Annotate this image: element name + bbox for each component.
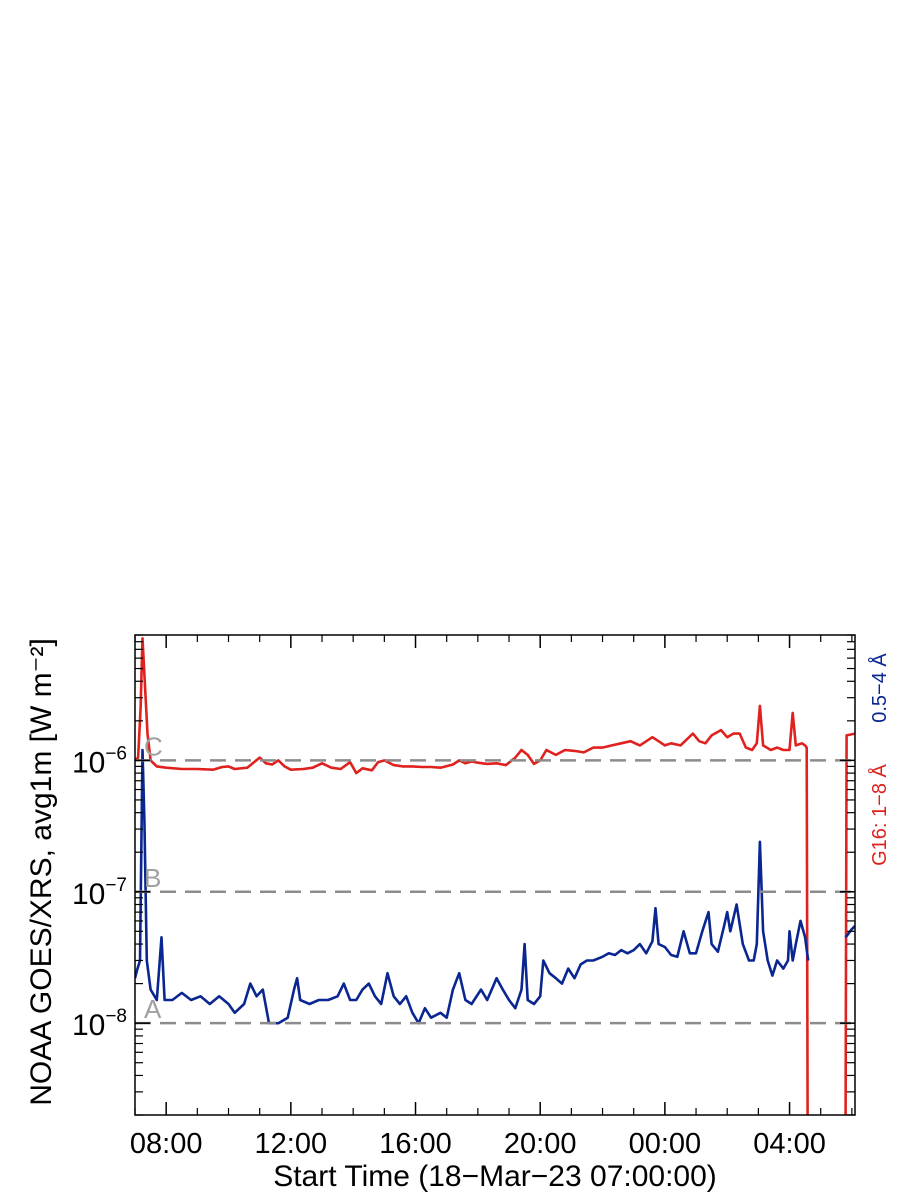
- y-tick-label: 10−7: [72, 875, 127, 911]
- x-tick-label-12:00: 12:00: [255, 1128, 328, 1160]
- legend-entry-g16-1-8: G16: 1−8 Å: [868, 763, 891, 865]
- flare-level-label-b: B: [144, 863, 161, 893]
- x-tick-label-00:00: 00:00: [629, 1128, 702, 1160]
- x-axis-label: Start Time (18−Mar−23 07:00:00): [273, 1160, 717, 1193]
- series-line-2: [135, 748, 810, 1025]
- x-tick-label-16:00: 16:00: [379, 1128, 452, 1160]
- axis-layer: 08:00 12:00 16:00 20:00 00:00 04:0010−810−710…: [72, 634, 856, 1160]
- flare-level-label-c: C: [144, 731, 163, 761]
- y-tick-label-base: 10: [72, 1009, 105, 1042]
- y-tick-label-base: 10: [72, 746, 105, 779]
- y-tick-label-exponent: −6: [105, 743, 127, 764]
- flare-level-label-a: A: [144, 994, 162, 1024]
- y-tick-label-exponent: −8: [105, 1006, 127, 1027]
- x-tick-label-08:00: 08:00: [130, 1128, 203, 1160]
- y-tick-label: 10−8: [72, 1006, 127, 1042]
- y-tick-label-base: 10: [72, 878, 105, 911]
- y-axis-label: NOAA GOES/XRS, avg1m [W m⁻²]: [25, 638, 58, 1106]
- series-line-0: [135, 637, 809, 1115]
- plot-frame: [134, 634, 856, 1116]
- series-line-3: [844, 924, 855, 939]
- y-tick-label: 10−6: [72, 743, 127, 779]
- x-tick-label-04:00: 04:00: [753, 1128, 826, 1160]
- legend-entry-0.5-4: 0.5−4 Å: [868, 653, 891, 723]
- series-line-1: [844, 732, 855, 1115]
- plot-series-group: [135, 637, 855, 1115]
- plot-layer: A B C: [135, 637, 855, 1115]
- y-tick-label-exponent: −7: [105, 875, 127, 896]
- x-tick-label-20:00: 20:00: [504, 1128, 577, 1160]
